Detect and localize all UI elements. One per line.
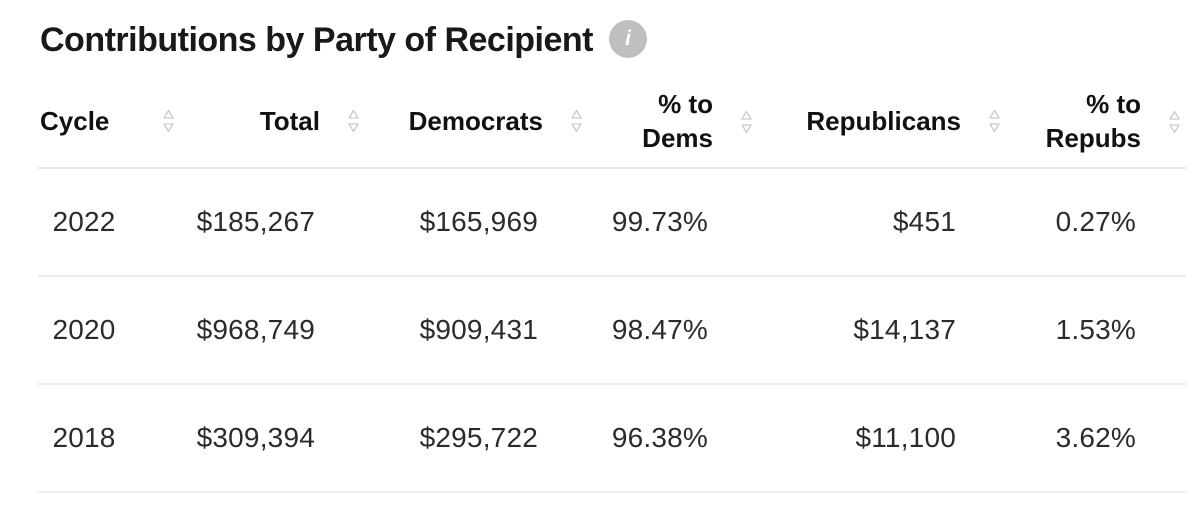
column-label-republicans: Republicans [806, 105, 961, 136]
cell-cycle: 2022 [38, 168, 180, 277]
cell-cycle: 2018 [38, 384, 180, 493]
column-label-pct-dems: % to Dems [642, 88, 713, 153]
col-header-cycle[interactable]: Cycle [38, 76, 180, 169]
contributions-panel: Contributions by Party of Recipient i Cy… [38, 14, 1186, 493]
header-row: Cycle Total De [38, 76, 1186, 169]
diamond-sort-icon[interactable] [348, 109, 359, 133]
column-label-total: Total [259, 105, 320, 136]
col-header-republicans[interactable]: Republicans [758, 76, 1006, 169]
cell-democrats: $295,722 [365, 384, 588, 493]
cell-republicans: $11,100 [758, 384, 1006, 493]
cell-pct-dems: 96.38% [588, 384, 758, 493]
table-row-2018: 2018 $309,394 $295,722 96.38% $11,100 3.… [38, 384, 1186, 493]
cell-pct-repubs: 3.62% [1006, 384, 1186, 493]
cell-pct-repubs: 0.27% [1006, 168, 1186, 277]
cell-cycle: 2020 [38, 276, 180, 385]
cell-total: $968,749 [180, 276, 365, 385]
cell-pct-dems: 98.47% [588, 276, 758, 385]
cell-total: $185,267 [180, 168, 365, 277]
col-header-pct-repubs[interactable]: % to Repubs [1006, 76, 1186, 169]
col-header-total[interactable]: Total [180, 76, 365, 169]
diamond-sort-icon[interactable] [989, 109, 1000, 133]
cell-pct-dems: 99.73% [588, 168, 758, 277]
table-row-2020: 2020 $968,749 $909,431 98.47% $14,137 1.… [38, 276, 1186, 385]
cell-democrats: $909,431 [365, 276, 588, 385]
diamond-sort-icon[interactable] [741, 110, 752, 134]
col-header-pct-dems[interactable]: % to Dems [588, 76, 758, 169]
info-circle-icon[interactable]: i [608, 20, 647, 58]
diamond-sort-icon[interactable] [1169, 110, 1180, 134]
column-label-cycle: Cycle [40, 105, 110, 136]
column-label-pct-repubs: % to Repubs [1045, 88, 1141, 153]
cell-pct-repubs: 1.53% [1006, 276, 1186, 385]
column-label-democrats: Democrats [408, 105, 543, 136]
title-row: Contributions by Party of Recipient i [38, 14, 1186, 66]
contributions-table: Cycle Total De [38, 76, 1186, 493]
page-title: Contributions by Party of Recipient [40, 20, 593, 59]
cell-republicans: $451 [758, 168, 1006, 277]
col-header-democrats[interactable]: Democrats [365, 76, 588, 169]
diamond-sort-icon[interactable] [571, 109, 582, 133]
cell-total: $309,394 [180, 384, 365, 493]
cell-democrats: $165,969 [365, 168, 588, 277]
diamond-sort-icon[interactable] [163, 109, 174, 133]
cell-republicans: $14,137 [758, 276, 1006, 385]
table-row-2022: 2022 $185,267 $165,969 99.73% $451 0.27% [38, 168, 1186, 277]
